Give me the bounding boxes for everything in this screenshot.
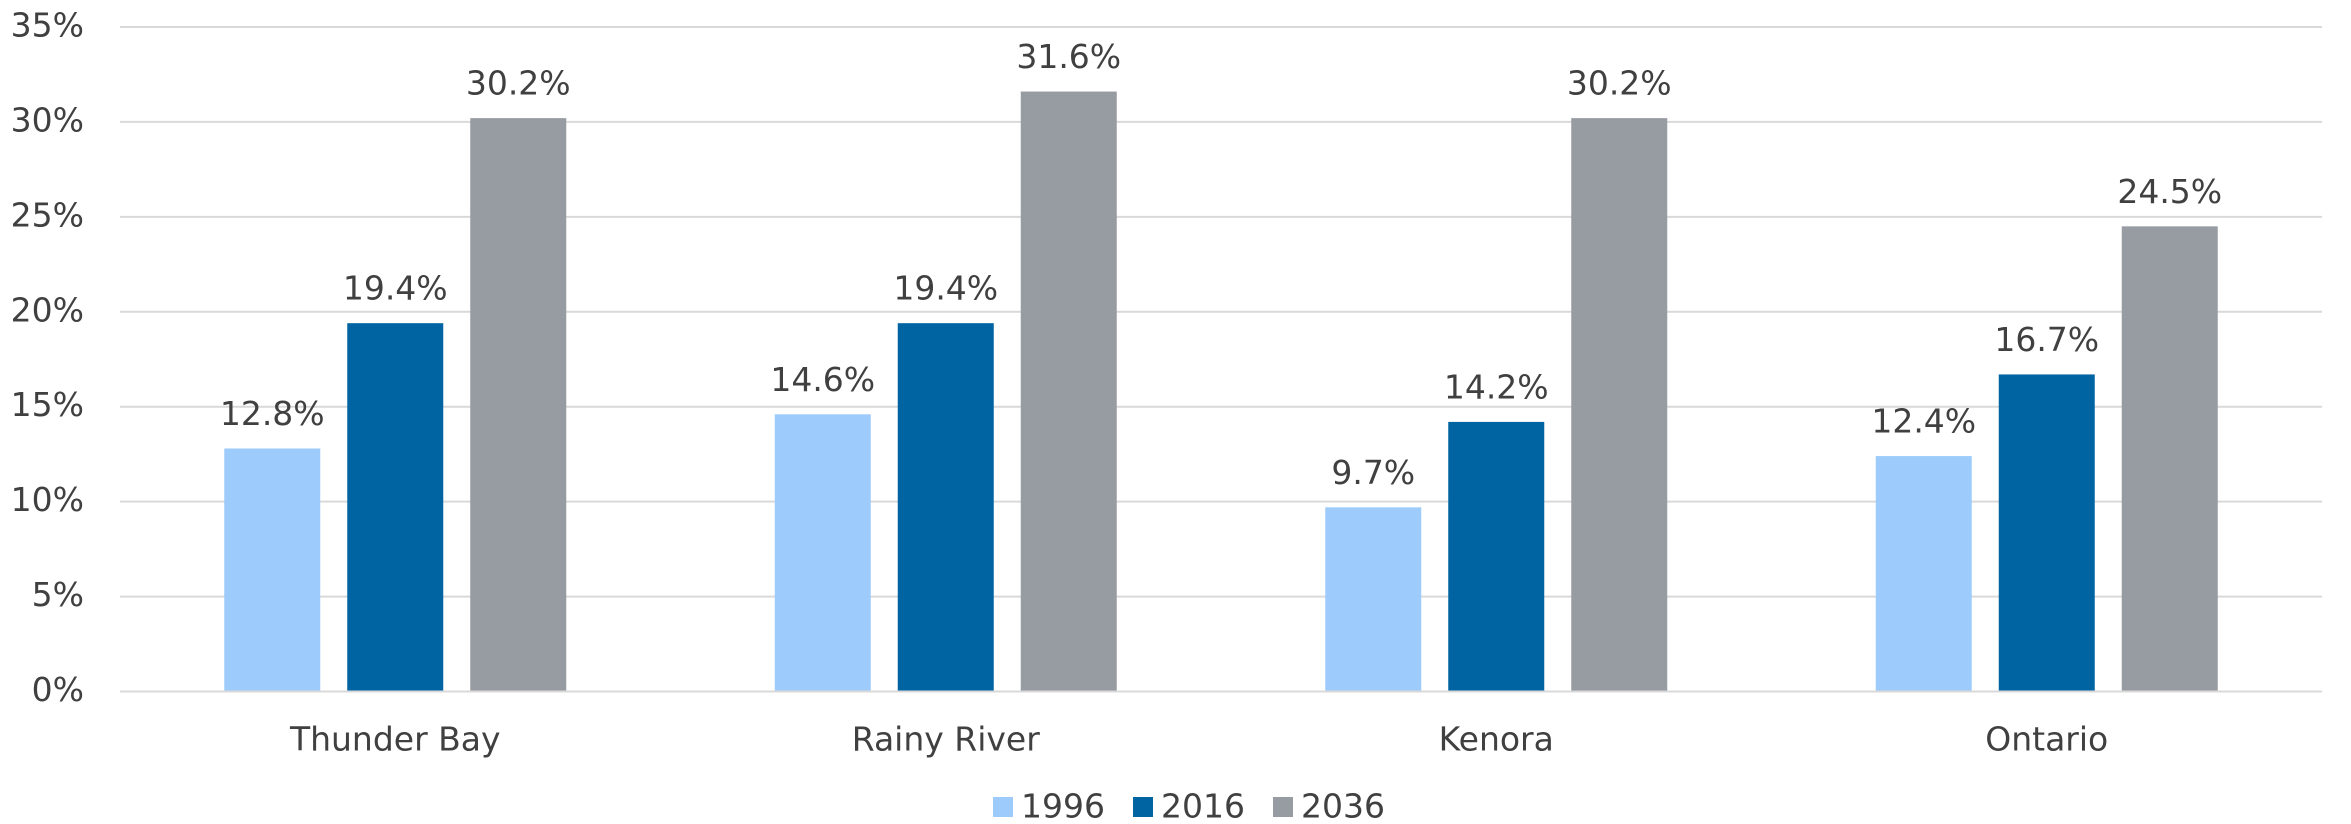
bar (1998, 374, 2095, 692)
bar (2121, 226, 2218, 692)
bar (1875, 456, 1972, 692)
y-tick-label: 5% (32, 575, 84, 614)
data-label: 14.6% (770, 360, 875, 399)
bar (1325, 507, 1422, 692)
legend-swatch (1133, 797, 1153, 817)
legend-swatch (993, 797, 1013, 817)
x-tick-label: Kenora (1439, 720, 1554, 759)
y-tick-label: 25% (11, 195, 84, 234)
y-tick-label: 20% (11, 290, 84, 329)
data-label: 14.2% (1444, 367, 1549, 406)
y-tick-label: 30% (11, 100, 84, 139)
data-label: 24.5% (2117, 172, 2222, 211)
data-label: 9.7% (1331, 453, 1415, 492)
data-label: 12.4% (1871, 402, 1976, 441)
legend-label: 1996 (1021, 787, 1105, 824)
y-tick-label: 10% (11, 480, 84, 519)
y-tick-label: 35% (11, 6, 84, 45)
data-label: 31.6% (1016, 37, 1121, 76)
bar (1448, 421, 1545, 692)
bar (1571, 118, 1668, 692)
bar (470, 118, 567, 692)
data-label: 16.7% (1994, 320, 2099, 359)
y-tick-label: 0% (32, 670, 84, 709)
bar (347, 323, 444, 692)
data-label: 12.8% (220, 394, 325, 433)
bar (897, 323, 994, 692)
x-tick-label: Rainy River (852, 720, 1040, 759)
data-label: 19.4% (893, 269, 998, 308)
bar (774, 414, 871, 692)
bar (1020, 91, 1117, 692)
legend-label: 2036 (1301, 787, 1385, 824)
data-label: 19.4% (343, 269, 448, 308)
x-tick-label: Ontario (1985, 720, 2108, 759)
y-tick-label: 15% (11, 385, 84, 424)
x-tick-label: Thunder Bay (289, 720, 501, 759)
legend-label: 2016 (1161, 787, 1245, 824)
bar (224, 448, 321, 692)
data-label: 30.2% (1567, 64, 1672, 103)
data-label: 30.2% (466, 64, 571, 103)
legend-swatch (1273, 797, 1293, 817)
